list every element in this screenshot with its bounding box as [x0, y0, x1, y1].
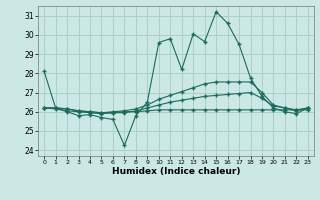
X-axis label: Humidex (Indice chaleur): Humidex (Indice chaleur) [112, 167, 240, 176]
